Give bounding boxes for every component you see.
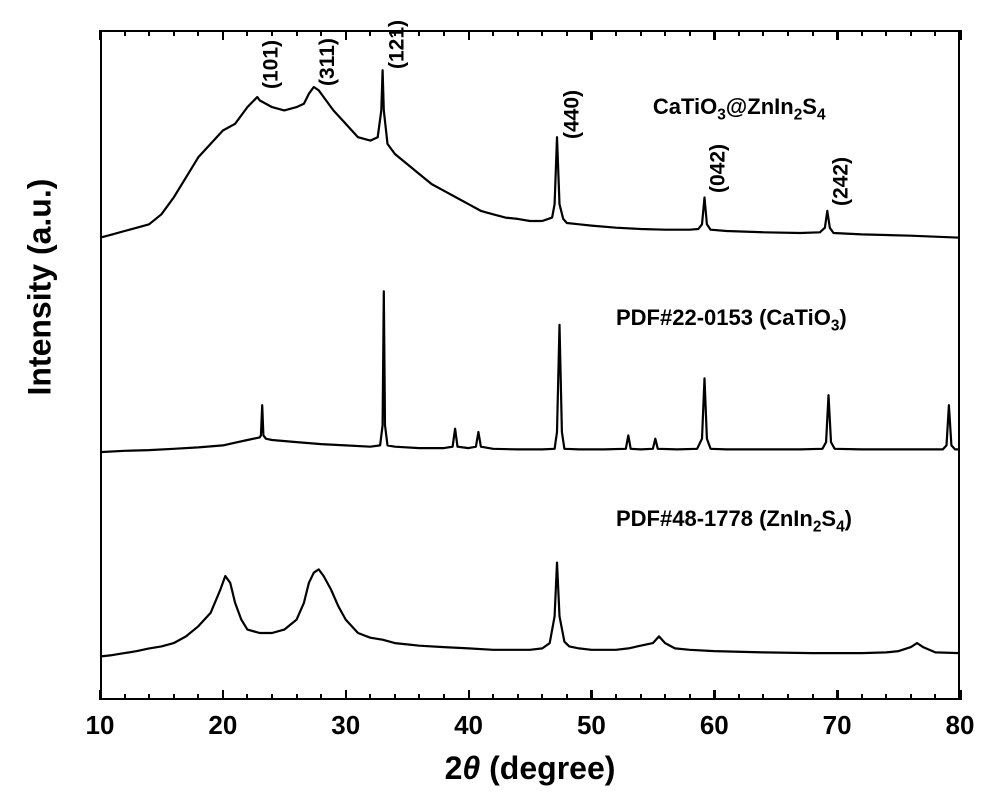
series-label-catio3: PDF#22-0153 (CaTiO3): [616, 305, 847, 331]
x-major-tick-top: [99, 30, 102, 40]
peak-label: (440): [561, 90, 585, 139]
x-tick-label: 80: [946, 710, 975, 741]
x-tick-label: 30: [331, 710, 360, 741]
x-minor-tick: [246, 694, 248, 700]
x-minor-tick: [885, 694, 887, 700]
x-minor-tick-top: [934, 30, 936, 36]
x-minor-tick-top: [566, 30, 568, 36]
xrd-figure: Intensity (a.u.) 2θ (degree) 10203040506…: [0, 0, 1000, 802]
x-minor-tick: [861, 694, 863, 700]
x-minor-tick: [418, 694, 420, 700]
x-minor-tick: [910, 694, 912, 700]
x-minor-tick-top: [124, 30, 126, 36]
x-major-tick-top: [713, 30, 716, 40]
x-minor-tick-top: [148, 30, 150, 36]
x-tick-label: 50: [577, 710, 606, 741]
peak-label: (101): [260, 40, 284, 89]
x-minor-tick: [762, 694, 764, 700]
x-major-tick: [590, 690, 593, 700]
x-minor-tick: [640, 694, 642, 700]
x-minor-tick: [369, 694, 371, 700]
x-minor-tick: [296, 694, 298, 700]
xrd-curve-znin2s4: [100, 563, 960, 657]
x-tick-label: 10: [86, 710, 115, 741]
x-minor-tick: [124, 694, 126, 700]
x-major-tick: [345, 690, 348, 700]
x-minor-tick-top: [197, 30, 199, 36]
x-minor-tick: [812, 694, 814, 700]
x-tick-label: 20: [208, 710, 237, 741]
x-minor-tick-top: [861, 30, 863, 36]
x-minor-tick-top: [787, 30, 789, 36]
x-minor-tick-top: [738, 30, 740, 36]
x-minor-tick-top: [910, 30, 912, 36]
x-minor-tick-top: [320, 30, 322, 36]
series-label-znin2s4: PDF#48-1778 (ZnIn2S4): [616, 506, 852, 532]
x-minor-tick-top: [885, 30, 887, 36]
x-minor-tick-top: [689, 30, 691, 36]
x-minor-tick: [689, 694, 691, 700]
x-minor-tick-top: [369, 30, 371, 36]
x-minor-tick: [934, 694, 936, 700]
x-minor-tick: [173, 694, 175, 700]
x-minor-tick: [320, 694, 322, 700]
x-minor-tick: [197, 694, 199, 700]
x-minor-tick-top: [418, 30, 420, 36]
xrd-curves-svg: [0, 0, 1000, 802]
x-major-tick-top: [468, 30, 471, 40]
x-minor-tick-top: [296, 30, 298, 36]
x-minor-tick-top: [443, 30, 445, 36]
x-minor-tick: [271, 694, 273, 700]
x-minor-tick-top: [271, 30, 273, 36]
x-minor-tick: [541, 694, 543, 700]
x-minor-tick: [148, 694, 150, 700]
series-label-composite: CaTiO3@ZnIn2S4: [653, 94, 826, 120]
x-minor-tick: [443, 694, 445, 700]
x-major-tick-top: [590, 30, 593, 40]
x-minor-tick: [394, 694, 396, 700]
x-minor-tick: [787, 694, 789, 700]
x-minor-tick-top: [517, 30, 519, 36]
x-major-tick: [222, 690, 225, 700]
x-tick-label: 60: [700, 710, 729, 741]
x-minor-tick: [517, 694, 519, 700]
x-minor-tick-top: [541, 30, 543, 36]
x-major-tick-top: [345, 30, 348, 40]
x-minor-tick-top: [812, 30, 814, 36]
x-major-tick: [959, 690, 962, 700]
x-tick-label: 70: [823, 710, 852, 741]
x-major-tick-top: [836, 30, 839, 40]
peak-label: (311): [316, 38, 340, 86]
x-minor-tick-top: [615, 30, 617, 36]
x-minor-tick: [566, 694, 568, 700]
x-minor-tick-top: [762, 30, 764, 36]
x-major-tick: [836, 690, 839, 700]
x-major-tick: [713, 690, 716, 700]
x-minor-tick-top: [640, 30, 642, 36]
x-major-tick: [468, 690, 471, 700]
x-minor-tick: [738, 694, 740, 700]
peak-label: (242): [830, 157, 854, 206]
peak-label: (042): [707, 144, 731, 193]
x-minor-tick: [615, 694, 617, 700]
x-minor-tick-top: [246, 30, 248, 36]
x-minor-tick-top: [664, 30, 666, 36]
x-minor-tick: [492, 694, 494, 700]
x-minor-tick-top: [492, 30, 494, 36]
peak-label: (121): [385, 20, 409, 69]
xrd-curve-composite: [100, 70, 960, 238]
x-minor-tick: [664, 694, 666, 700]
x-minor-tick-top: [173, 30, 175, 36]
x-tick-label: 40: [454, 710, 483, 741]
x-major-tick: [99, 690, 102, 700]
x-major-tick-top: [959, 30, 962, 40]
x-major-tick-top: [222, 30, 225, 40]
